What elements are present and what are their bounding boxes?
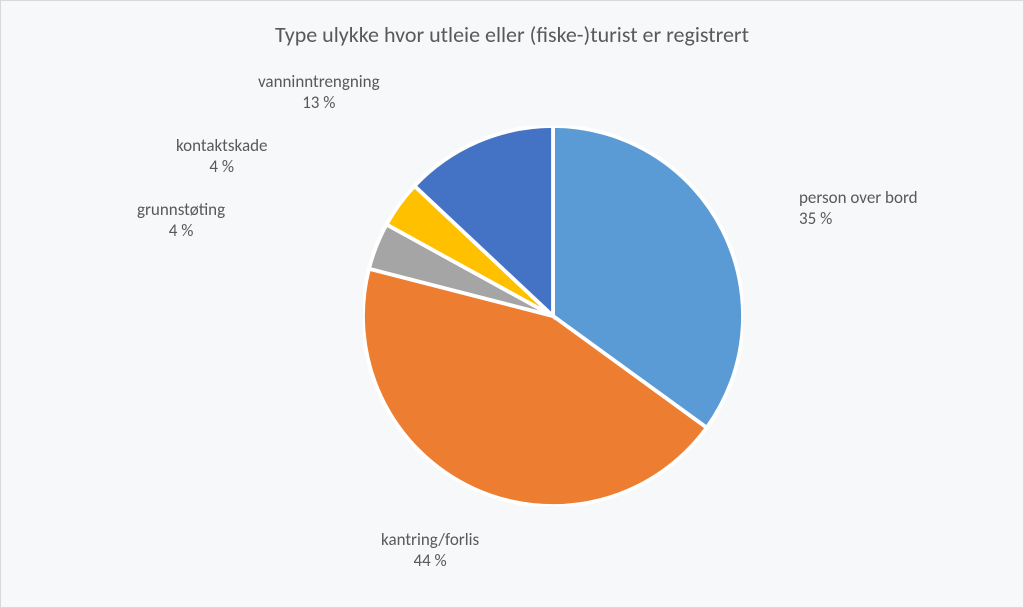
segment-percent: 44 % [381, 550, 479, 571]
segment-name: kontaktskade [176, 135, 267, 156]
pie-label-grunnstoting: grunnstøting4 % [137, 199, 225, 242]
pie-label-vanninntrengning: vanninntrengning13 % [258, 71, 380, 114]
segment-percent: 35 % [799, 208, 918, 229]
segment-name: vanninntrengning [258, 71, 380, 92]
segment-name: person over bord [799, 187, 918, 208]
segment-name: grunnstøting [137, 199, 225, 220]
segment-name: kantring/forlis [381, 529, 479, 550]
pie-label-kantring_forlis: kantring/forlis44 % [381, 529, 479, 572]
segment-percent: 4 % [137, 220, 225, 241]
pie-label-kontaktskade: kontaktskade4 % [176, 135, 267, 178]
chart-container: Type ulykke hvor utleie eller (fiske-)tu… [0, 0, 1024, 608]
pie-label-person_over_bord: person over bord35 % [799, 187, 918, 230]
segment-percent: 4 % [176, 156, 267, 177]
segment-percent: 13 % [258, 92, 380, 113]
pie-svg [363, 126, 743, 506]
pie-chart [363, 126, 743, 506]
chart-title: Type ulykke hvor utleie eller (fiske-)tu… [1, 21, 1023, 48]
